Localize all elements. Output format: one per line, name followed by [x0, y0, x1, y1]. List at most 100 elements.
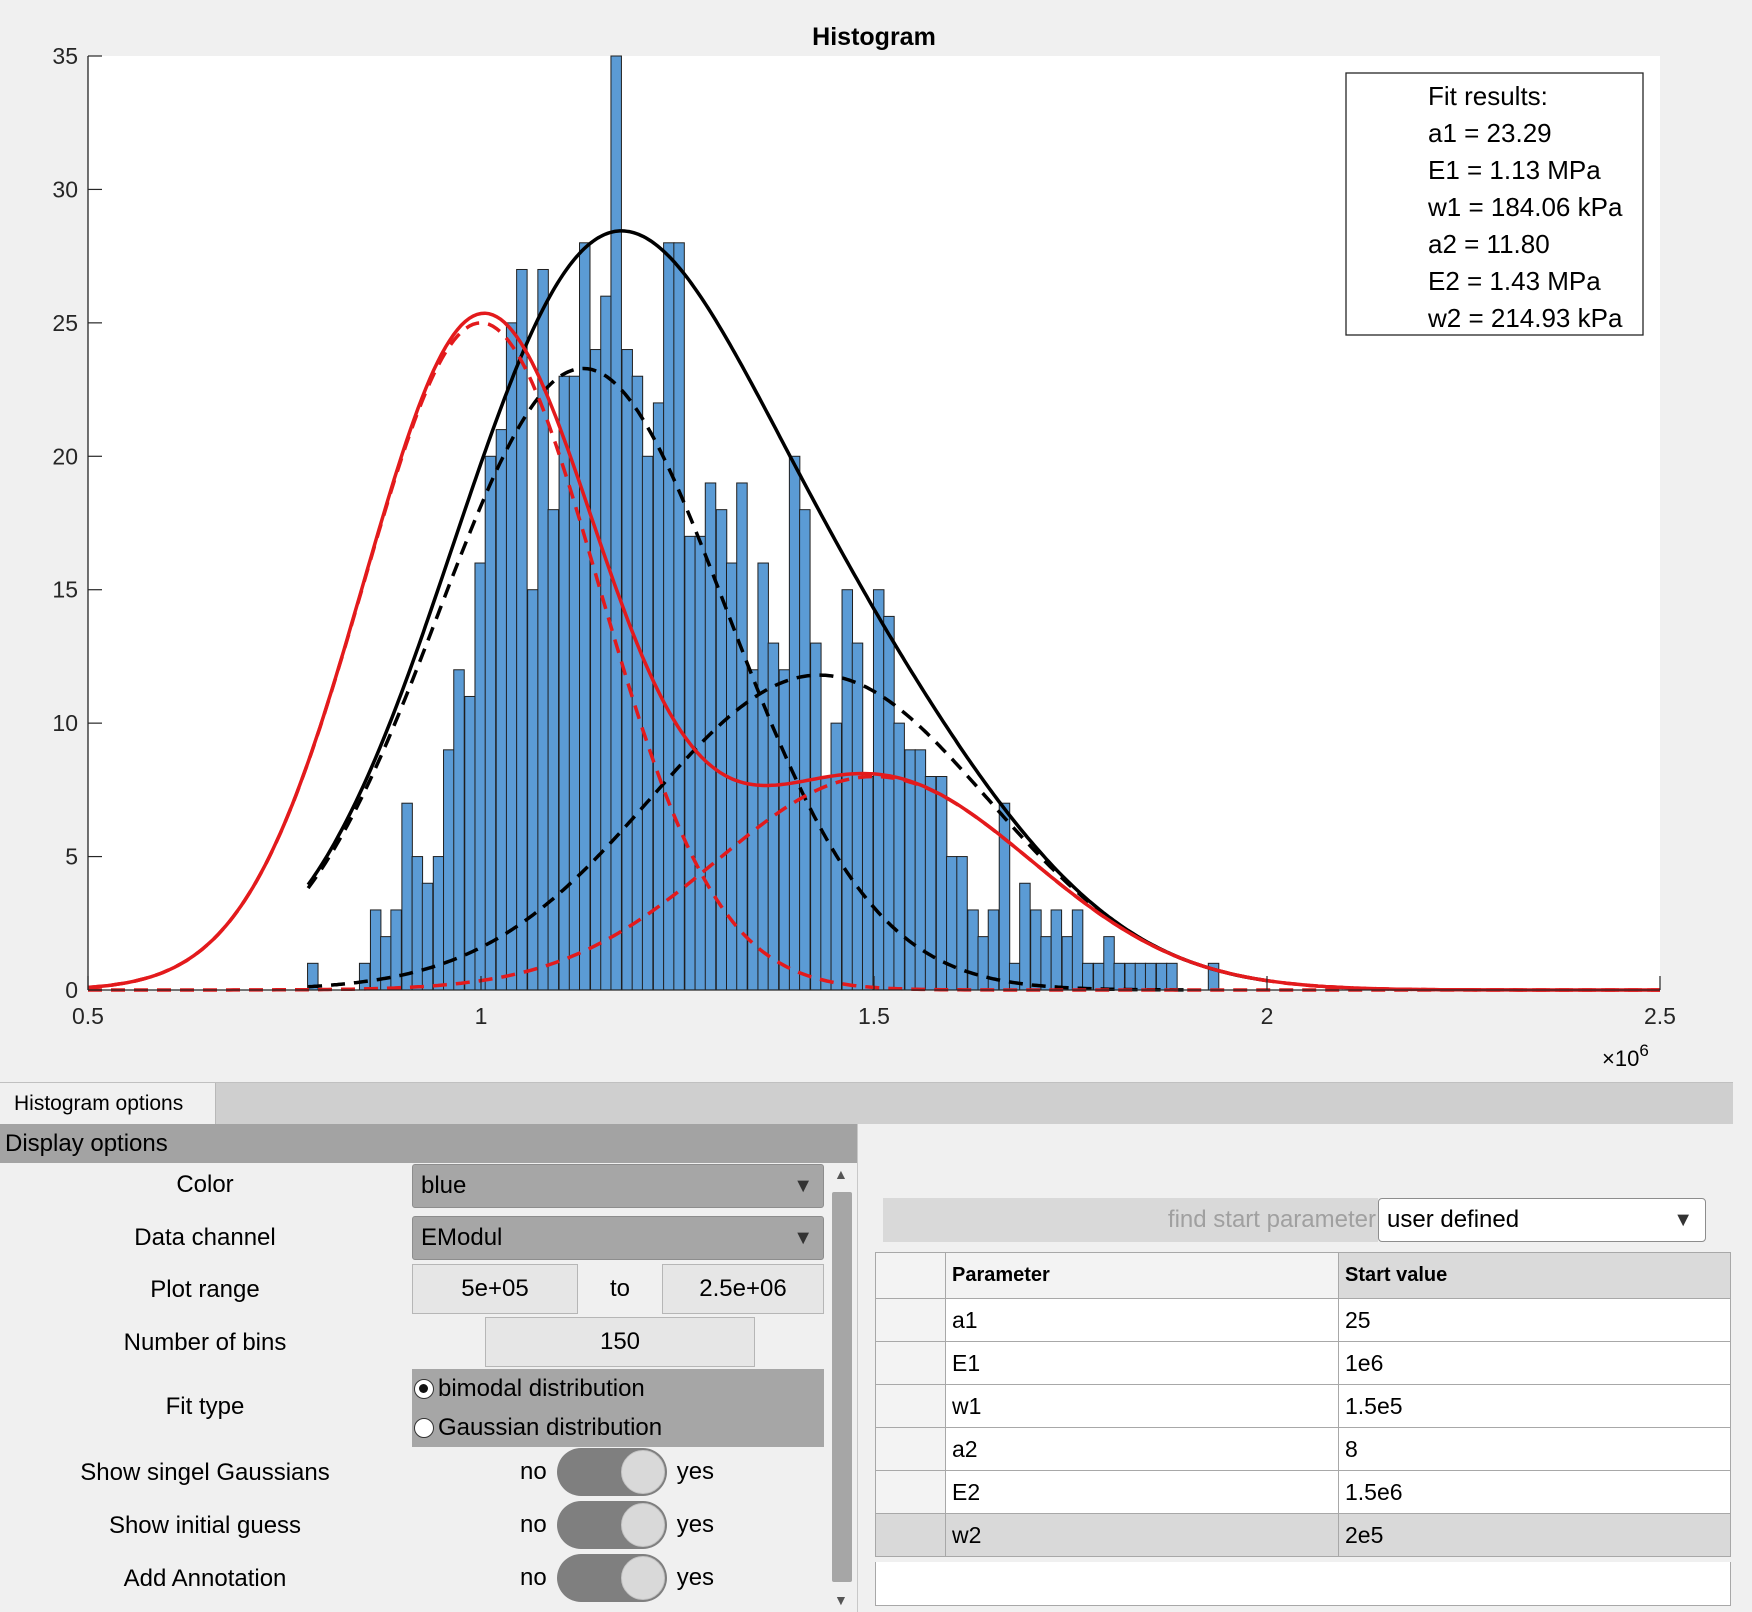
show-single-gaussians-switch[interactable] [556, 1448, 667, 1496]
data-channel-label: Data channel [134, 1224, 276, 1251]
y-tick-label: 5 [65, 844, 78, 870]
histogram-bar [484, 455, 497, 991]
histogram-bar [421, 882, 434, 991]
histogram-bar [1030, 909, 1042, 991]
switch-knob [620, 1556, 665, 1600]
fit-results-line: w2 = 214.93 kPa [1427, 303, 1623, 333]
options-tabstrip: Histogram options [0, 1082, 1733, 1125]
start-value-cell[interactable]: 1.5e6 [1338, 1470, 1731, 1514]
parameter-name-cell: E1 [945, 1341, 1339, 1385]
start-value-cell[interactable]: 1.5e5 [1338, 1384, 1731, 1428]
y-tick-label: 10 [52, 710, 78, 736]
histogram-chart: Histogram 0 5 10 15 20 25 30 35 0.5 1 1.5 2 2.5 Fit … [52, 23, 1676, 1071]
initial-single-curve [88, 774, 1660, 992]
table-row[interactable]: E1 1e6 [875, 1341, 1731, 1385]
table-row-selected[interactable]: w2 2e5 [875, 1513, 1731, 1557]
switch-off-label: no [520, 1511, 547, 1538]
switch-off-label: no [520, 1564, 547, 1591]
table-corner-cell [875, 1252, 946, 1299]
histogram-bar [516, 268, 528, 991]
y-tick-label: 35 [52, 43, 78, 69]
table-row[interactable]: w1 1.5e5 [875, 1384, 1731, 1428]
add-annotation-switch[interactable] [556, 1554, 667, 1602]
show-single-gaussians-switch-row: no yes [520, 1447, 714, 1497]
table-empty-area [875, 1562, 1731, 1606]
start-value-cell[interactable]: 1e6 [1338, 1341, 1731, 1385]
histogram-bar [841, 589, 854, 991]
scrollbar-thumb[interactable] [832, 1192, 852, 1582]
row-header-cell[interactable] [875, 1298, 946, 1342]
histogram-bar [1113, 962, 1125, 991]
start-value-cell[interactable]: 8 [1338, 1427, 1731, 1471]
fit-results-frame [1345, 72, 1644, 336]
number-of-bins-label: Number of bins [123, 1329, 287, 1356]
row-header-cell[interactable] [875, 1384, 946, 1428]
histogram-bar [861, 776, 874, 991]
y-tick-label: 30 [52, 176, 78, 202]
column-header-start-value[interactable]: Start value [1338, 1252, 1731, 1299]
axes: 0 5 10 15 20 25 30 35 0.5 1 1.5 2 2.5 [52, 43, 1676, 1029]
find-start-parameter-button[interactable]: find start parameter [883, 1198, 1378, 1242]
table-row[interactable]: a2 8 [875, 1427, 1731, 1471]
switch-off-label: no [520, 1458, 547, 1485]
show-single-gaussians-label: Show singel Gaussians [80, 1459, 330, 1486]
row-header-cell[interactable] [875, 1427, 946, 1471]
chart-title: Histogram [812, 23, 936, 51]
table-row[interactable]: a1 25 [875, 1298, 1731, 1342]
x-exponent-power: 6 [1639, 1041, 1648, 1060]
fit-type-label: Fit type [165, 1393, 245, 1420]
data-channel-value: EModul [421, 1224, 503, 1251]
start-parameter-mode-dropdown[interactable]: user defined ▼ [1378, 1198, 1706, 1242]
histogram-bar [872, 589, 885, 991]
x-tick-label: 2.5 [1644, 1003, 1676, 1029]
histogram-bar [820, 776, 832, 991]
row-header-cell[interactable] [875, 1513, 946, 1557]
fit-results-line: E1 = 1.13 MPa [1428, 155, 1601, 185]
table-row[interactable]: E2 1.5e6 [875, 1470, 1731, 1514]
display-options-scrollbar[interactable]: ▲ ▼ [829, 1164, 854, 1612]
show-initial-guess-switch[interactable] [556, 1501, 667, 1549]
histogram-bar [464, 695, 476, 991]
table-header-row: Parameter Start value [875, 1252, 1731, 1299]
display-options-header: Display options [0, 1124, 857, 1163]
scroll-down-icon[interactable]: ▼ [834, 1592, 848, 1608]
y-tick-label: 15 [52, 577, 78, 603]
plot-range-from-field[interactable]: 5e+05 [412, 1264, 578, 1314]
plot-range-to-field[interactable]: 2.5e+06 [662, 1264, 824, 1314]
histogram-bar [505, 322, 518, 991]
tab-histogram-options[interactable]: Histogram options [0, 1083, 216, 1125]
histogram-bar [946, 856, 958, 991]
histogram-bar [495, 429, 508, 991]
fit-type-option-gaussian[interactable]: Gaussian distribution [412, 1408, 662, 1447]
histogram-bar [390, 909, 402, 991]
histogram-bar [1061, 936, 1074, 991]
chevron-down-icon: ▼ [1673, 1209, 1693, 1231]
histogram-bar [600, 295, 612, 991]
start-value-cell[interactable]: 25 [1338, 1298, 1731, 1342]
number-of-bins-field[interactable]: 150 [485, 1317, 755, 1367]
histogram-bar [757, 562, 769, 991]
histogram-bar [579, 242, 591, 991]
histogram-bar [998, 802, 1011, 991]
start-value-cell[interactable]: 2e5 [1338, 1513, 1731, 1557]
color-dropdown[interactable]: blue ▼ [412, 1164, 824, 1208]
y-tick-label: 20 [52, 443, 78, 469]
column-header-parameter[interactable]: Parameter [945, 1252, 1339, 1299]
scroll-up-icon[interactable]: ▲ [834, 1166, 848, 1182]
row-header-cell[interactable] [875, 1341, 946, 1385]
fit-total-curve [306, 229, 1268, 983]
data-channel-dropdown[interactable]: EModul ▼ [412, 1216, 824, 1260]
chart-svg: Histogram 0 5 10 15 20 25 30 35 0.5 1 1.5 2 2.5 Fit … [52, 23, 1676, 1071]
x-exponent-label: ×106 [1602, 1041, 1649, 1071]
plot-range-to-label: to [609, 1275, 630, 1302]
fit-type-option-bimodal[interactable]: bimodal distribution [412, 1369, 645, 1408]
start-parameters-panel: find start parameter user defined ▼ Para… [858, 1124, 1733, 1612]
histogram-bar [1166, 962, 1178, 991]
row-header-cell[interactable] [875, 1470, 946, 1514]
histogram-bar [1134, 962, 1147, 991]
add-annotation-label: Add Annotation [123, 1565, 287, 1592]
histogram-bar [1071, 909, 1084, 991]
histogram-bar [411, 856, 424, 991]
fit-results-line: E2 = 1.43 MPa [1428, 266, 1601, 296]
histogram-bar [736, 482, 748, 991]
